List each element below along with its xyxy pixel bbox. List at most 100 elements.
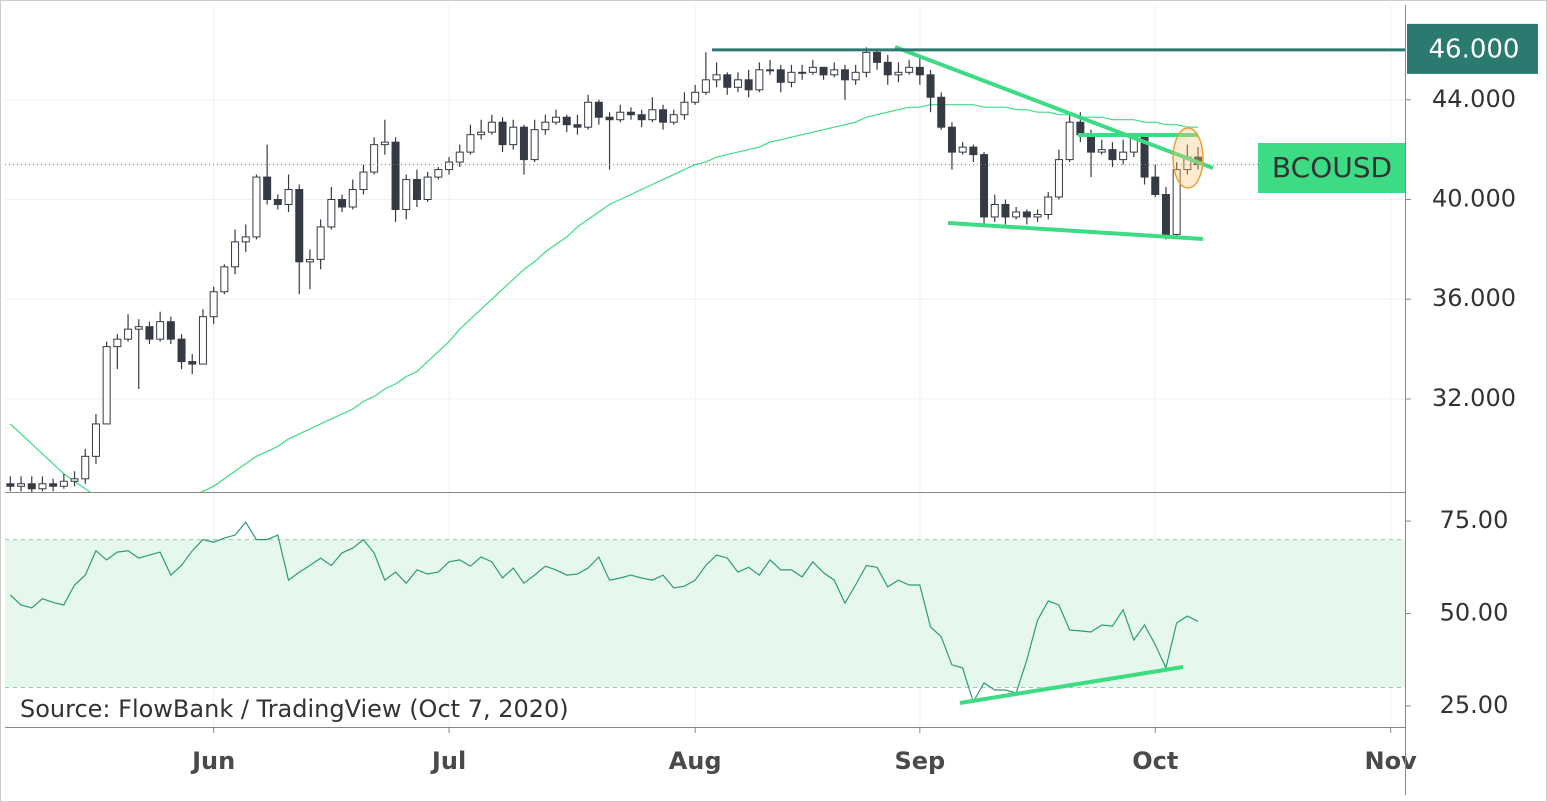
candle-body — [947, 126, 956, 153]
candle-body — [605, 116, 614, 121]
candle-body — [284, 189, 293, 205]
x-tick-label: Jun — [190, 747, 235, 775]
candle-body — [584, 101, 593, 128]
candle-body — [70, 478, 79, 482]
price-label: 46.000 — [1429, 34, 1520, 64]
trend-line — [894, 45, 1214, 170]
x-tick-label: Nov — [1365, 747, 1418, 775]
candle-body — [637, 114, 646, 121]
y-tick-label: 36.000 — [1432, 284, 1516, 312]
candle-body — [840, 69, 849, 81]
candle-body — [188, 361, 197, 365]
trend-line — [947, 221, 1204, 241]
candle-body — [198, 316, 207, 365]
candle-body — [1001, 203, 1010, 218]
candle-body — [1108, 149, 1117, 161]
candle-body — [145, 326, 154, 340]
candle-body — [830, 69, 839, 76]
candle-body — [744, 79, 753, 91]
x-tick-label: Aug — [669, 747, 722, 775]
moving-average — [9, 104, 1198, 492]
candle-body — [530, 129, 539, 161]
candle-body — [305, 258, 314, 263]
candle-body — [263, 176, 272, 201]
candle-body — [1087, 134, 1096, 153]
candle-body — [455, 151, 464, 163]
candle-body — [798, 71, 807, 74]
candle-body — [380, 141, 389, 146]
candle-body — [894, 71, 903, 76]
candle-body — [659, 109, 668, 123]
candle-body — [113, 338, 122, 348]
candle-body — [915, 66, 924, 76]
candle-body — [445, 161, 454, 171]
candle-body — [1140, 136, 1149, 178]
candle-body — [412, 179, 421, 201]
candle-body — [862, 51, 871, 73]
candle-body — [295, 189, 304, 263]
candle-body — [509, 126, 518, 146]
candle-body — [1022, 211, 1031, 218]
candle-body — [626, 111, 635, 116]
candle-body — [156, 321, 165, 340]
candle-body — [59, 480, 68, 487]
candle-body — [38, 483, 47, 490]
y-tick-label: 40.000 — [1432, 185, 1516, 213]
candle-body — [1161, 194, 1170, 235]
candle-body — [102, 346, 111, 425]
candle-body — [980, 154, 989, 218]
candle-body — [573, 124, 582, 128]
candle-body — [231, 241, 240, 268]
candle-body — [487, 121, 496, 133]
candle-body — [166, 321, 175, 340]
candle-body — [49, 483, 58, 487]
candle-body — [316, 226, 325, 260]
candle-body — [1065, 121, 1074, 161]
candle-body — [1151, 176, 1160, 196]
candle-body — [1012, 211, 1021, 218]
candle-body — [723, 74, 732, 88]
candle-body — [873, 51, 882, 63]
trend-line — [959, 665, 1184, 705]
candle-body — [1097, 149, 1106, 153]
candle-body — [241, 236, 250, 243]
candle-body — [969, 146, 978, 156]
candle-body — [1044, 196, 1053, 215]
candle-body — [466, 134, 475, 153]
candle-body — [348, 189, 357, 208]
candle-body — [220, 266, 229, 293]
candle-body — [808, 66, 817, 73]
candle-body — [776, 69, 785, 83]
y-tick-label: 50.00 — [1440, 599, 1509, 627]
rsi-band — [5, 539, 1405, 688]
candle-body — [787, 71, 796, 83]
candle-body — [338, 199, 347, 208]
candle-body — [905, 66, 914, 73]
y-tick-label: 32.000 — [1432, 384, 1516, 412]
candle-body — [552, 116, 561, 123]
candle-body — [851, 71, 860, 81]
price-label-box — [1407, 23, 1538, 74]
candle-body — [766, 69, 775, 72]
candle-body — [27, 483, 36, 490]
candle-body — [926, 74, 935, 98]
candle-body — [402, 179, 411, 210]
candle-body — [209, 291, 218, 318]
candle-body — [1172, 169, 1181, 235]
annotations: BCOUSD — [712, 45, 1405, 705]
candle-body — [91, 423, 100, 457]
symbol-label: BCOUSD — [1272, 151, 1392, 184]
candle-body — [669, 114, 678, 123]
y-tick-label: 75.00 — [1440, 506, 1509, 534]
candle-body — [712, 74, 721, 81]
candle-body — [17, 483, 26, 487]
candle-body — [1033, 213, 1042, 218]
x-tick-label: Jul — [430, 747, 466, 775]
candle-body — [733, 79, 742, 88]
candle-body — [691, 91, 700, 103]
source-note: Source: FlowBank / TradingView (Oct 7, 2… — [20, 695, 569, 723]
candle-body — [359, 171, 368, 191]
candle-body — [594, 101, 603, 118]
candle-body — [423, 176, 432, 201]
candle-body — [937, 96, 946, 128]
